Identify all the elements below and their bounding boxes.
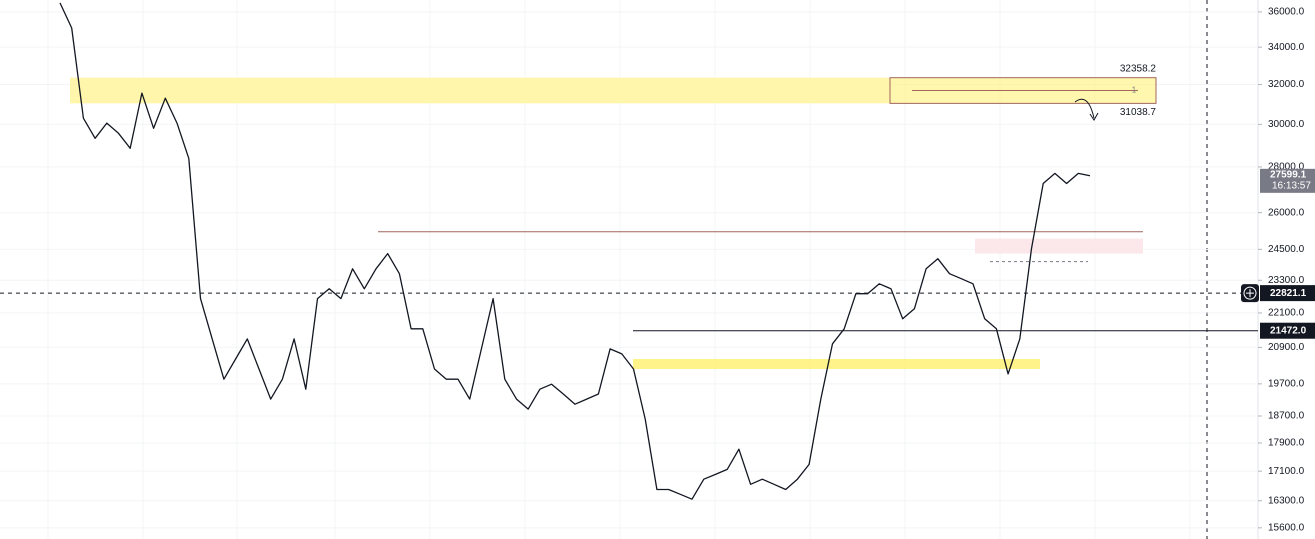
y-tick-label: 34000.0 — [1268, 42, 1305, 53]
y-tick-label: 19700.0 — [1268, 378, 1305, 389]
price-label-box — [1260, 322, 1315, 339]
y-tick-label: 17100.0 — [1268, 466, 1305, 477]
add-alert-button[interactable] — [1241, 284, 1259, 303]
y-tick-label: 26000.0 — [1268, 207, 1305, 218]
y-tick-label: 30000.0 — [1268, 119, 1305, 130]
target-bottom-label: 31038.7 — [1120, 107, 1157, 118]
y-tick-label: 18700.0 — [1268, 411, 1305, 422]
y-tick-label: 32000.0 — [1268, 79, 1305, 90]
crosshair-label-box — [1260, 285, 1315, 302]
y-tick-label: 23300.0 — [1268, 275, 1305, 286]
last-price-time: 16:13:57 — [1272, 180, 1311, 191]
y-tick-label: 36000.0 — [1268, 7, 1305, 18]
target-top-label: 32358.2 — [1120, 63, 1157, 74]
zone — [70, 77, 890, 104]
add-alert-icon — [1243, 286, 1257, 300]
y-tick-label: 24500.0 — [1268, 244, 1305, 255]
target-count: 1 — [1132, 86, 1137, 95]
zone — [975, 238, 1143, 254]
last-price: 27599.1 — [1270, 169, 1307, 180]
y-tick-label: 17900.0 — [1268, 438, 1305, 449]
price-series — [59, 2, 1091, 500]
y-tick-label: 20900.0 — [1268, 342, 1305, 353]
zone — [633, 358, 1040, 370]
price-label: 21472.0 — [1270, 325, 1307, 336]
crosshair-label: 22821.1 — [1270, 288, 1307, 299]
y-tick-label: 22100.0 — [1268, 308, 1305, 319]
add-alert-plus — [1246, 289, 1254, 298]
y-tick-label: 15600.0 — [1268, 522, 1305, 533]
arrow — [1074, 98, 1099, 121]
y-tick-label: 28000.0 — [1268, 162, 1305, 173]
last-price-box — [1260, 168, 1315, 193]
y-tick-label: 16300.0 — [1268, 495, 1305, 506]
